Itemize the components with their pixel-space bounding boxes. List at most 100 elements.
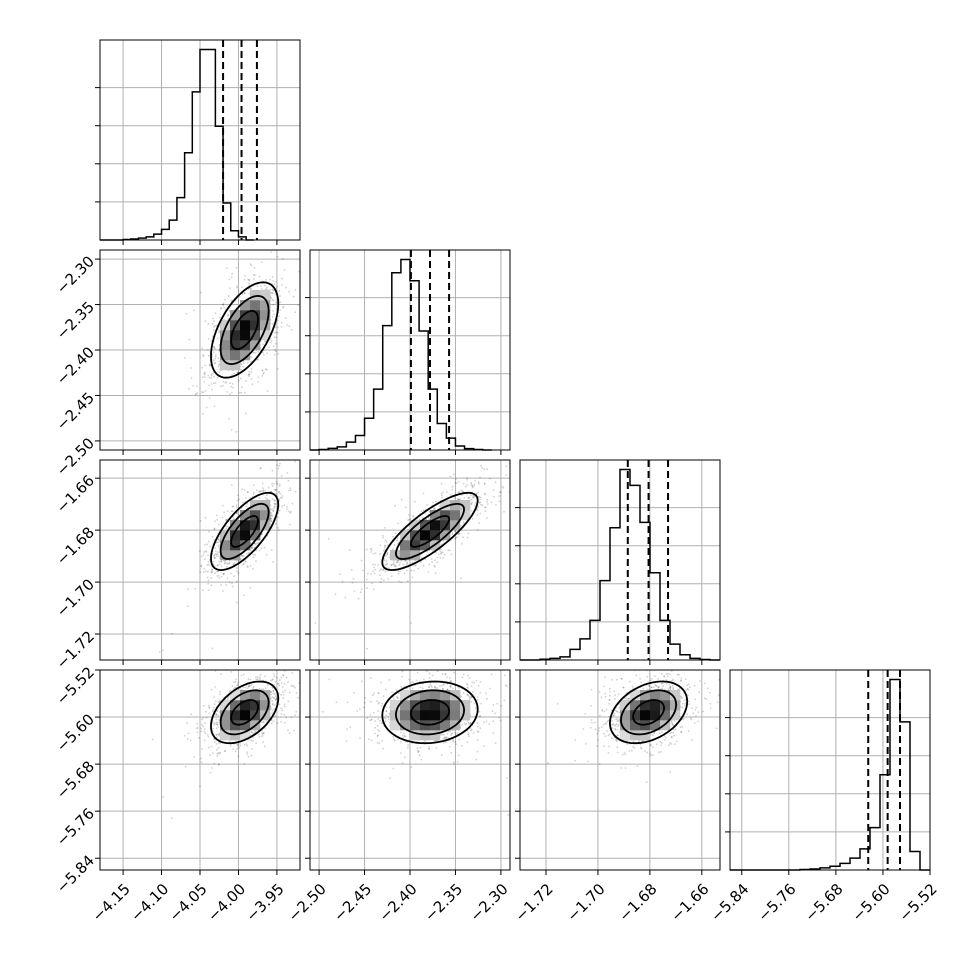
density-cell [410,720,421,731]
sample-point [382,695,385,697]
sample-point [372,694,374,697]
sample-point [479,727,482,729]
sample-point [458,738,461,741]
sample-point [271,315,274,318]
sample-point [403,572,406,575]
sample-point [371,563,374,566]
density-cell [390,700,401,711]
sample-point [449,730,452,733]
sample-point [218,563,221,565]
sample-point [251,237,253,239]
sample-point [370,551,373,553]
sample-point [374,552,377,555]
scatter-panel-0-2: −1.72−1.70−1.68−1.66 [53,459,319,673]
sample-point [467,497,470,500]
sample-point [242,362,245,364]
sample-point [473,483,476,486]
sample-point [238,560,241,562]
sample-point [269,690,272,693]
sample-point [377,702,380,705]
sample-point [218,555,220,558]
sample-point [198,550,201,553]
sample-point [271,679,274,681]
sample-point [302,492,304,494]
sample-point [260,288,263,291]
sample-point [468,698,471,701]
sample-point [684,678,687,681]
density-cell [220,700,231,711]
sample-point [489,477,491,480]
x-tick-label: −4.05 [166,880,211,925]
sample-point [428,747,430,750]
sample-point [517,696,519,698]
density-cell [430,730,441,741]
sample-point [384,720,387,723]
sample-point [669,732,671,735]
sample-point [218,371,221,374]
sample-point [426,504,429,506]
sample-point [246,753,249,755]
sample-point [262,741,264,743]
sample-point [454,537,457,539]
sample-point [217,544,219,547]
sample-point [474,707,477,709]
sample-point [276,464,279,467]
sample-point [232,681,235,683]
y-tick-label: −2.40 [53,343,98,388]
sample-point [408,678,411,681]
sample-point [451,485,454,488]
y-tick-label: −1.68 [53,523,98,568]
sample-point [400,498,403,501]
sample-point [378,701,381,704]
sample-point [262,351,264,354]
sample-point [317,461,319,463]
sample-point [276,255,279,258]
sample-point [206,564,209,567]
sample-point [212,351,215,354]
sample-point [667,672,669,675]
sample-point [225,267,228,270]
sample-point [467,733,470,736]
sample-point [452,666,454,668]
sample-point [253,274,256,276]
sample-point [270,697,272,700]
sample-point [272,299,275,302]
sample-point [281,505,283,508]
sample-point [387,715,390,718]
sample-point [193,756,196,758]
sample-point [230,276,233,278]
sample-point [667,688,670,691]
sample-point [454,733,457,736]
sample-point [377,564,379,566]
sample-point [507,814,510,816]
sample-point [246,491,249,494]
sample-point [473,682,476,684]
density-cell [410,710,421,721]
sample-point [217,726,220,728]
sample-point [213,320,216,323]
sample-point [259,467,261,470]
sample-point [275,697,278,700]
sample-point [476,750,479,753]
sample-point [246,566,249,569]
sample-point [284,721,286,724]
sample-point [449,494,452,496]
sample-point [213,325,216,327]
sample-point [262,489,264,492]
sample-point [283,703,286,706]
sample-point [212,317,214,320]
sample-point [245,505,248,508]
density-cell [250,320,261,331]
sample-point [478,522,480,524]
density-cell [260,330,271,341]
sample-point [244,561,247,563]
sample-point [271,703,274,706]
sample-point [249,678,252,681]
sample-point [454,481,457,484]
sample-point [217,752,220,754]
sample-point [275,698,277,701]
sample-point [472,495,474,497]
sample-point [392,767,395,770]
sample-point [279,492,282,495]
sample-point [462,490,465,493]
